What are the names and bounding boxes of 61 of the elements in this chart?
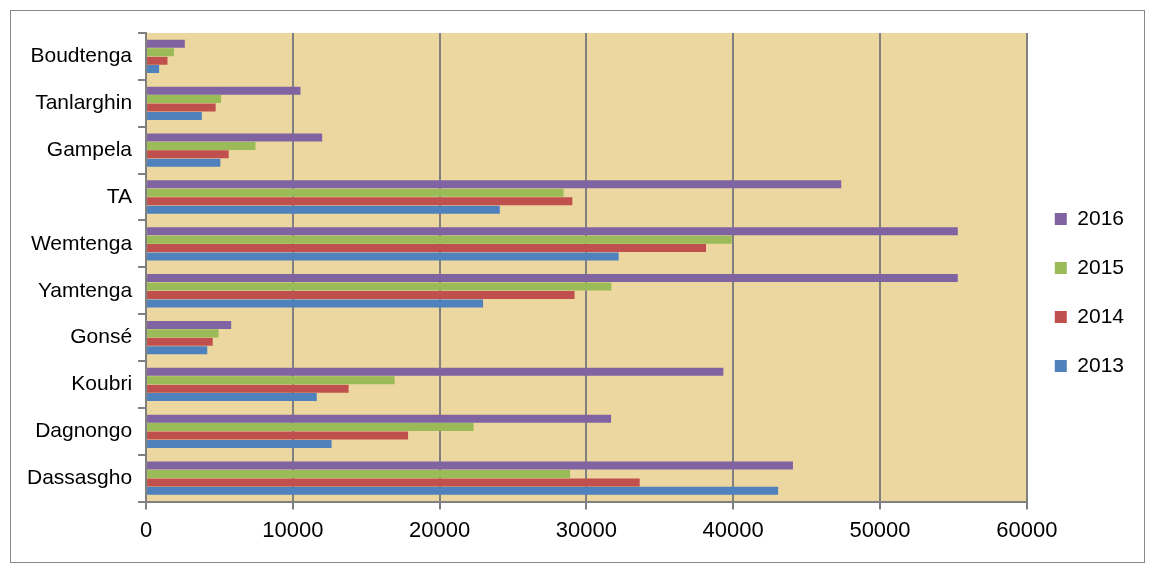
bar <box>147 274 958 283</box>
x-tick-label: 20000 <box>409 516 471 542</box>
legend-label: 2016 <box>1077 205 1124 229</box>
y-tick-label: Yamtenga <box>37 277 133 301</box>
bar <box>147 48 174 57</box>
bar <box>147 95 222 104</box>
bar <box>147 393 317 402</box>
y-tick-label: Tanlarghin <box>35 90 133 114</box>
legend-label: 2013 <box>1077 352 1124 376</box>
x-tick-label: 50000 <box>849 516 911 542</box>
bar <box>147 86 301 95</box>
bar <box>147 133 323 142</box>
bar <box>147 478 640 487</box>
bar <box>147 252 619 261</box>
bar <box>147 376 395 385</box>
y-tick-label: Boudtenga <box>30 43 133 67</box>
x-tick-label: 40000 <box>702 516 764 542</box>
bar <box>147 205 500 214</box>
bar <box>147 150 229 159</box>
bar <box>147 56 168 65</box>
bar <box>147 439 332 448</box>
x-tick-label: 30000 <box>555 516 618 542</box>
bar <box>147 197 573 206</box>
bar <box>147 158 221 167</box>
bar <box>147 367 724 376</box>
y-tick-label: Dagnongo <box>35 418 133 442</box>
y-tick-label: Gampela <box>46 136 133 160</box>
bar <box>147 329 219 338</box>
bar <box>147 461 793 470</box>
bar <box>147 414 612 423</box>
bar <box>147 141 256 150</box>
bar <box>147 320 232 329</box>
y-tick-label: Koubri <box>71 371 133 395</box>
bar <box>147 469 571 478</box>
bar <box>147 282 612 291</box>
x-tick-label: 0 <box>139 516 153 542</box>
bar <box>147 188 564 197</box>
bar <box>147 423 474 432</box>
bar <box>147 244 707 253</box>
bar <box>147 290 575 299</box>
y-tick-label: Dassasgho <box>27 464 133 488</box>
bar <box>147 384 349 393</box>
x-tick-label: 10000 <box>262 516 324 542</box>
bar <box>147 65 160 74</box>
bar <box>147 299 484 308</box>
legend-label: 2015 <box>1077 254 1124 278</box>
bar <box>147 486 779 495</box>
y-tick-label: TA <box>106 183 133 207</box>
x-tick-label: 60000 <box>996 516 1058 542</box>
bar <box>147 111 202 120</box>
y-tick-label: Gonsé <box>70 324 133 348</box>
bar <box>147 103 216 112</box>
bar <box>147 346 208 355</box>
bar <box>147 337 213 346</box>
legend-label: 2014 <box>1077 303 1125 327</box>
bar <box>147 39 185 48</box>
y-tick-label: Wemtenga <box>30 230 133 254</box>
bar <box>147 180 842 189</box>
bar <box>147 235 732 244</box>
bar <box>147 431 409 440</box>
bar <box>147 227 958 236</box>
